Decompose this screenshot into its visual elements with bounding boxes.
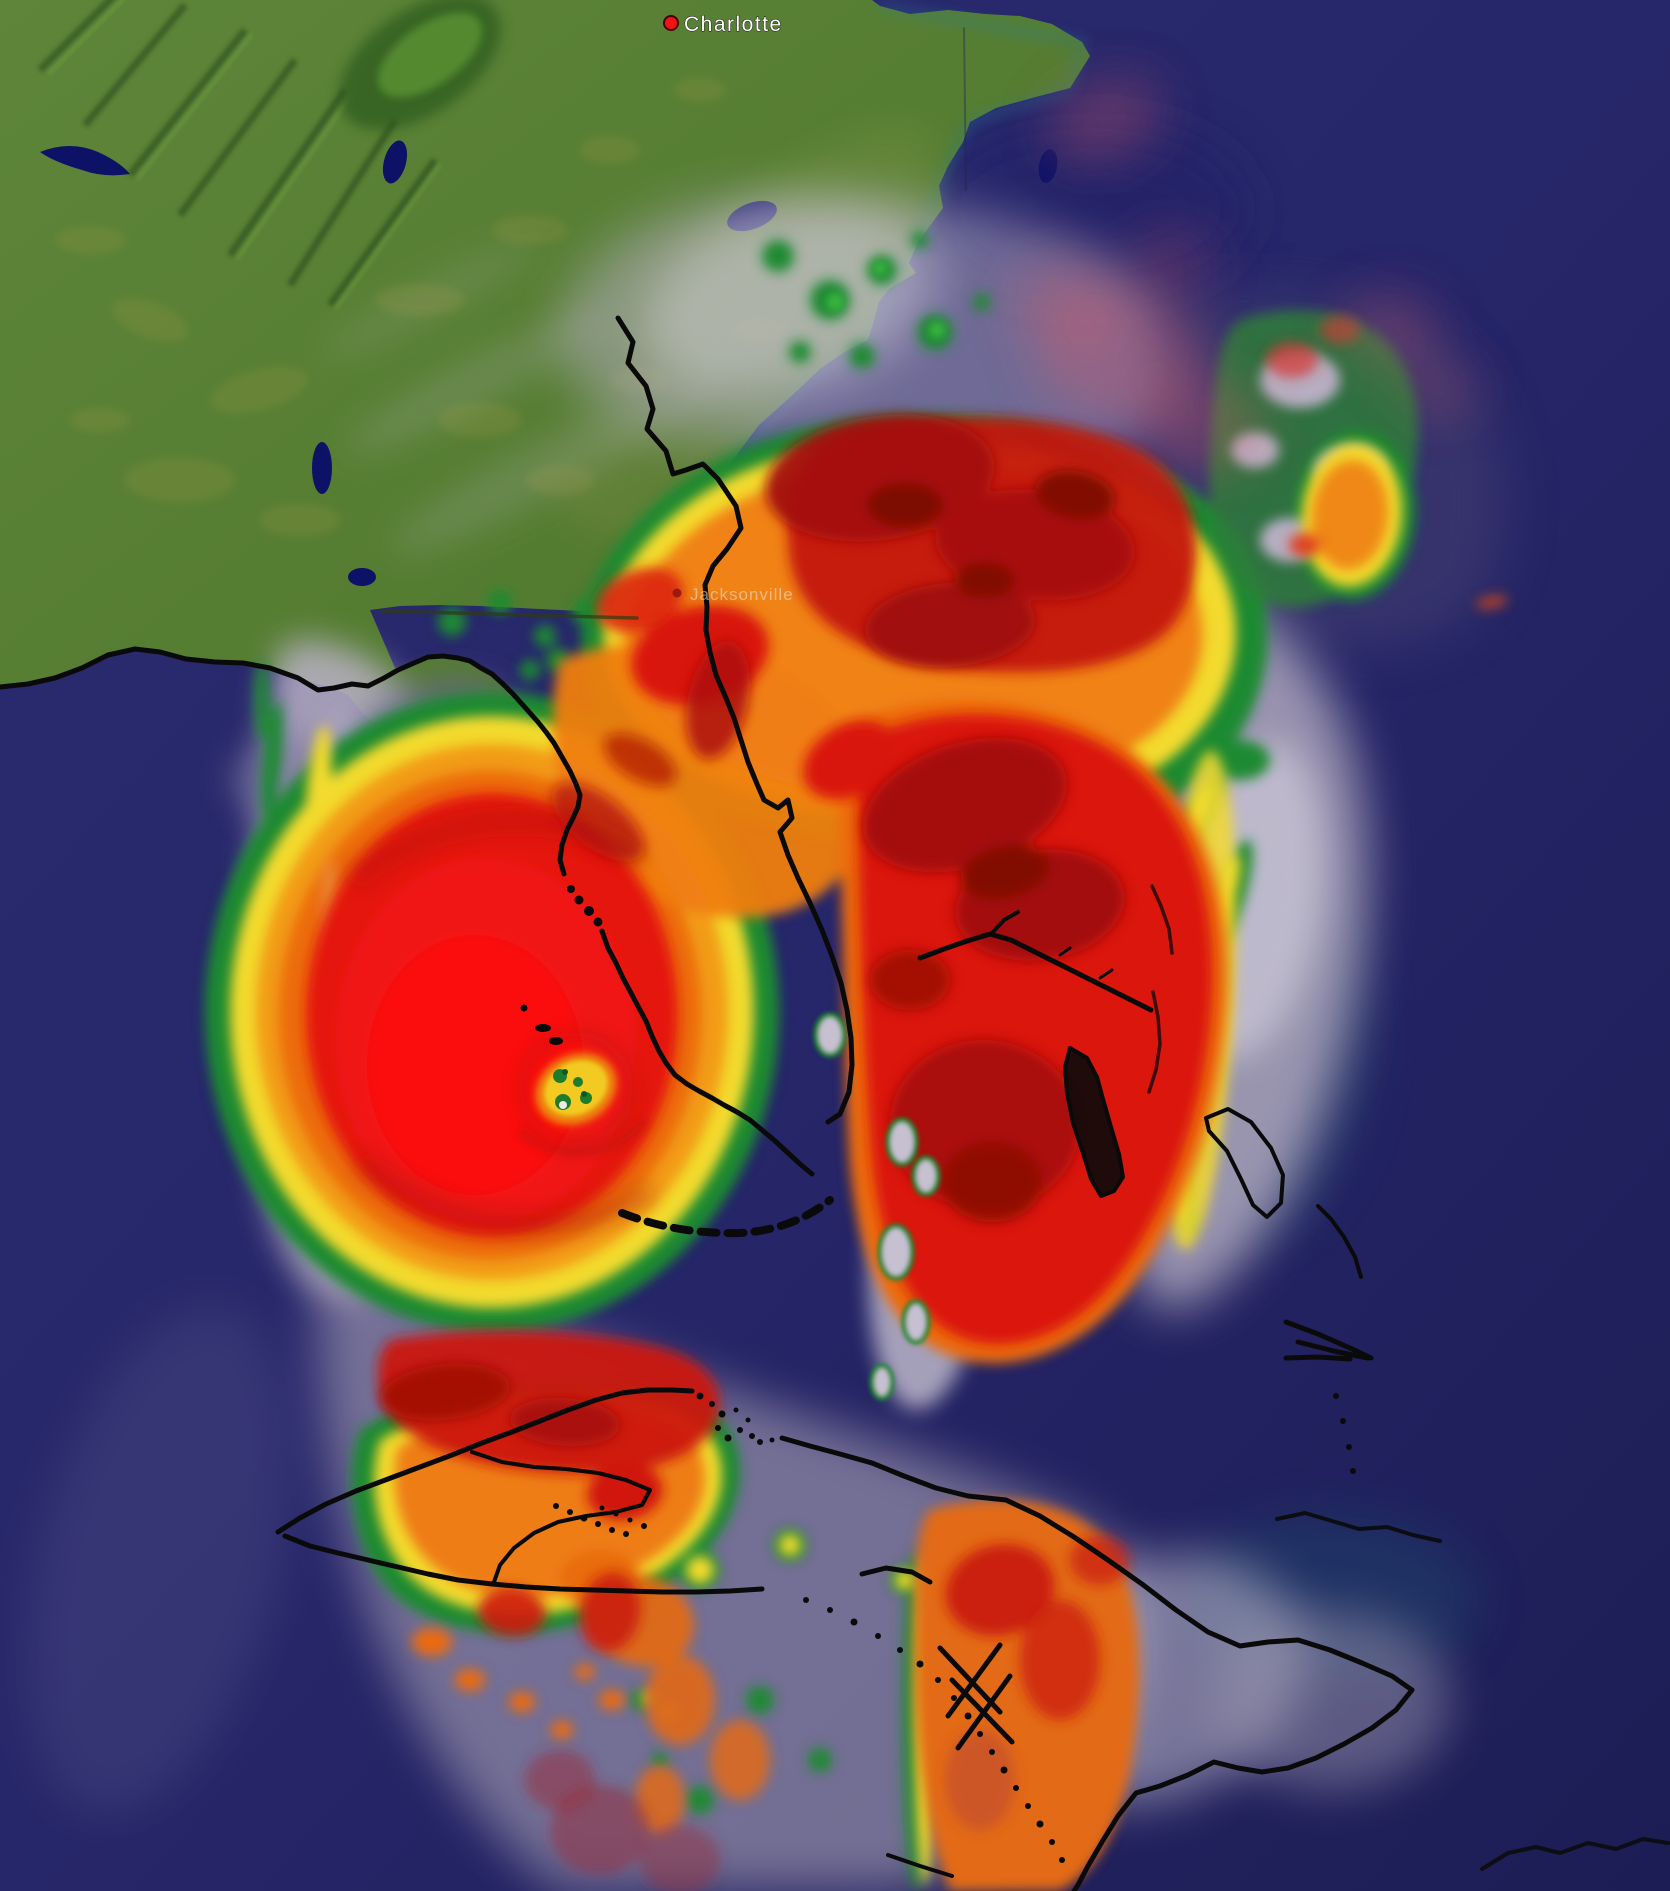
eye-white-dot: [559, 1101, 567, 1109]
coastline-cuba-inner-bay: [470, 1450, 652, 1584]
rainband-green-highlights: [826, 261, 945, 338]
charlotte-marker-dot: [663, 15, 679, 31]
city-label-jacksonville: Jacksonville: [690, 585, 794, 604]
coastline-florida-southwest: [599, 928, 815, 1177]
storm-cloud-canopy: [25, 77, 1508, 1891]
coastline-cuba-north: [275, 1387, 1415, 1693]
state-border-line: [380, 609, 639, 620]
coastline-florida-gulf: [0, 646, 583, 877]
coastline-bahamas: [917, 884, 1670, 1871]
cuba-cays: [553, 1392, 1065, 1863]
mountain-highlight-patch: [377, 12, 483, 98]
pink-cirrus-haze: [1010, 77, 1480, 473]
image-seam-line: [963, 27, 967, 191]
city-labels: Charlotte Jacksonville: [663, 13, 794, 604]
cuba-south-cay-lattice: [859, 1565, 1015, 1878]
barrier-islands: [520, 885, 603, 1045]
coastline-cuba-southeast: [1071, 1687, 1415, 1891]
coastline-cuba-southwest: [282, 1533, 765, 1595]
coastline-overlays: [0, 27, 1670, 1891]
dark-red-cells: [380, 414, 1135, 1447]
terrain-ridge-highlights: [46, 0, 442, 310]
terrain-ridges: [37, 0, 438, 308]
core-spiral-arcs: [347, 812, 655, 1233]
city-label-charlotte: Charlotte: [684, 13, 783, 36]
coastline-florida-east: [615, 315, 855, 1125]
storm-eye: [514, 1027, 649, 1157]
jacksonville-marker-dot: [672, 588, 682, 598]
cloud-slot-blobs: [813, 1012, 941, 1401]
florida-keys-chain: [618, 1196, 834, 1238]
